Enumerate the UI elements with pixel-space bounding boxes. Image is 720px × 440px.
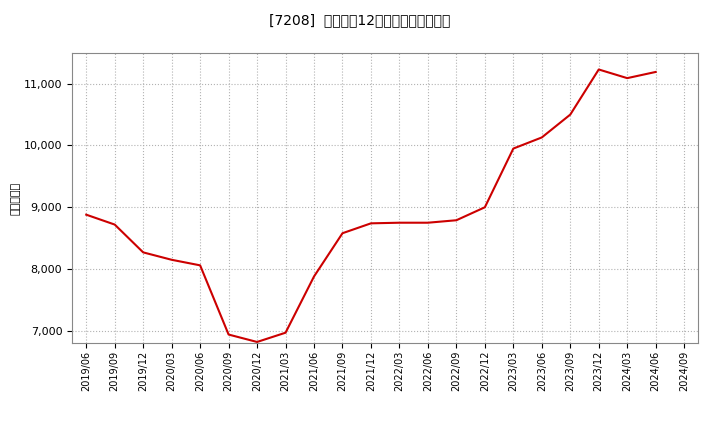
Y-axis label: （百万円）: （百万円） (11, 181, 21, 215)
Text: [7208]  売上高の12か月移動合計の推移: [7208] 売上高の12か月移動合計の推移 (269, 13, 451, 27)
